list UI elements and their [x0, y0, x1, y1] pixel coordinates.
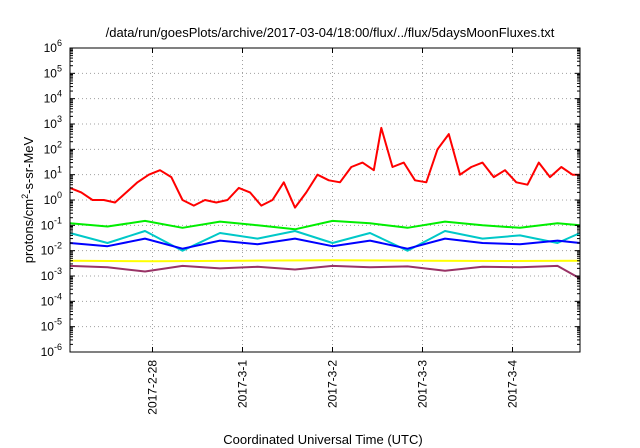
y-tick-label-exp: 2: [57, 139, 62, 149]
y-tick-label-base: 10: [44, 41, 58, 55]
y-axis-label: protons/cm2-s-sr-MeV: [20, 136, 36, 263]
y-tick-label: 10-1: [41, 215, 62, 232]
y-tick-label-exp: -2: [54, 241, 62, 251]
x-tick-label: 2017-3-2: [326, 360, 340, 408]
y-tick-label: 10-4: [41, 291, 62, 308]
y-tick-label: 101: [44, 165, 62, 182]
y-tick-label-exp: -1: [54, 215, 62, 225]
y-tick-label: 103: [44, 114, 62, 131]
y-tick-label: 10-5: [41, 317, 62, 334]
y-axis-label-main: protons/cm: [21, 199, 36, 263]
y-tick-label-base: 10: [44, 117, 58, 131]
y-tick-label-base: 10: [44, 92, 58, 106]
y-tick-label-exp: 5: [57, 63, 62, 73]
y-tick-label: 102: [44, 139, 62, 156]
x-tick-label: 2017-2-28: [146, 360, 160, 415]
y-tick-label-base: 10: [44, 142, 58, 156]
y-tick-label: 10-2: [41, 241, 62, 258]
x-tick-label: 2017-3-1: [236, 360, 250, 408]
y-tick-label: 10-6: [41, 342, 62, 359]
y-tick-label-base: 10: [44, 193, 58, 207]
series-line-4: [69, 259, 581, 263]
series-line-5: [69, 264, 581, 280]
y-tick-label: 10-3: [41, 266, 62, 283]
y-axis-label-rest: -s-sr-MeV: [21, 136, 36, 193]
series-line-0: [69, 126, 580, 209]
y-tick-label-base: 10: [41, 294, 55, 308]
chart-title: /data/run/goesPlots/archive/2017-03-04/1…: [106, 25, 555, 40]
series-line-2: [69, 230, 581, 252]
y-tick-label: 105: [44, 63, 62, 80]
grid-layer: [70, 48, 580, 352]
y-tick-label-base: 10: [41, 218, 55, 232]
y-tick-label-exp: 1: [57, 165, 62, 175]
x-tick-label: 2017-3-4: [506, 360, 520, 408]
y-tick-label-base: 10: [41, 244, 55, 258]
series-line-3: [69, 237, 581, 250]
y-tick-label-exp: -5: [54, 317, 62, 327]
y-tick-label-base: 10: [41, 269, 55, 283]
x-tick-label: 2017-3-3: [416, 360, 430, 408]
y-tick-label: 104: [44, 89, 62, 106]
x-axis-label: Coordinated Universal Time (UTC): [223, 432, 422, 447]
y-tick-label-base: 10: [44, 168, 58, 182]
y-tick-label-base: 10: [41, 320, 55, 334]
y-tick-label-exp: -6: [54, 342, 62, 352]
y-tick-label-base: 10: [41, 345, 55, 359]
x-tick-layer: 2017-2-28 2017-3-1 2017-3-2 2017-3-3 2017-3-…: [146, 48, 520, 415]
series-line-1: [69, 219, 581, 231]
series-layer: [69, 126, 581, 280]
y-tick-label-exp: 0: [57, 190, 62, 200]
y-tick-layer: 10-610-510-410-310-210-11001011021031041…: [41, 38, 580, 359]
y-tick-label: 100: [44, 190, 62, 207]
y-tick-label-exp: 3: [57, 114, 62, 124]
y-tick-label-exp: -4: [54, 291, 62, 301]
y-tick-label: 106: [44, 38, 62, 55]
y-tick-label-exp: -3: [54, 266, 62, 276]
y-tick-label-base: 10: [44, 66, 58, 80]
y-tick-label-exp: 6: [57, 38, 62, 48]
y-tick-label-exp: 4: [57, 89, 62, 99]
y-axis-label-sup: 2: [20, 194, 30, 199]
